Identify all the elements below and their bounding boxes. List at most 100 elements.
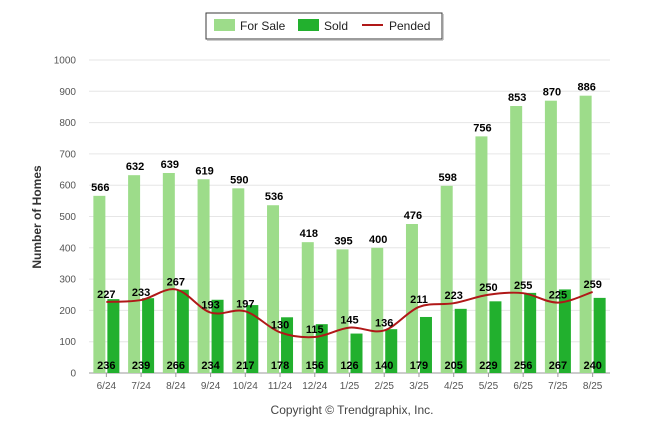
copyright-text: Copyright © Trendgraphix, Inc. [271,403,434,417]
legend-label-sold: Sold [324,19,348,33]
sold-bar [385,329,398,373]
sold-bar [142,298,155,373]
for-sale-value-label: 400 [369,234,387,246]
x-tick-label: 4/25 [444,381,464,392]
x-tick-label: 9/24 [201,381,221,392]
for-sale-value-label: 395 [334,235,352,247]
legend: For Sale Sold Pended [205,12,444,41]
for-sale-bar [544,100,557,373]
x-tick-label: 6/24 [97,381,117,392]
for-sale-bar [510,106,523,374]
for-sale-bar [93,195,106,373]
for-sale-bar [579,95,592,373]
sold-value-label: 234 [201,360,220,372]
pended-value-label: 227 [97,289,115,301]
pended-line-layer [106,288,593,339]
y-tick-label: 1000 [54,56,77,67]
for-sale-bar [162,172,175,373]
x-tick-label: 12/24 [302,381,327,392]
x-tick-label: 10/24 [233,381,258,392]
sold-value-label: 240 [583,360,601,372]
sold-value-label: 140 [375,360,393,372]
x-tick-label: 5/25 [479,381,499,392]
pended-value-label: 211 [410,294,428,306]
y-tick-label: 700 [59,149,76,160]
sold-value-label: 179 [410,360,428,372]
for-sale-bar [475,136,488,373]
sold-bar [107,299,120,373]
x-tick-label: 8/24 [166,381,186,392]
x-tick-label: 2/25 [374,381,394,392]
pended-value-label: 193 [201,300,219,312]
pended-value-label: 255 [514,280,532,292]
for-sale-bar [440,185,453,373]
sold-value-label: 156 [306,360,324,372]
x-tick-label: 3/25 [409,381,429,392]
x-tick-label: 8/25 [583,381,603,392]
sold-value-label: 266 [167,360,185,372]
sold-value-label: 126 [340,360,358,372]
for-sale-value-label: 853 [508,92,526,104]
pended-value-label: 145 [340,315,358,327]
y-tick-label: 0 [70,369,76,380]
sold-bar [489,301,502,373]
x-tick-label: 7/24 [131,381,151,392]
y-tick-label: 600 [59,181,76,192]
y-axis-title: Number of Homes [30,165,44,269]
grid [89,59,610,374]
for-sale-value-label: 870 [543,87,561,99]
sold-bar [246,305,259,373]
sold-bar [419,316,432,373]
y-tick-label: 800 [59,118,76,129]
pended-value-label: 259 [583,279,601,291]
data-labels: 566 236 227 632 239 233 639 266 267 619 234 193 590 2… [91,82,602,372]
y-tick-label: 900 [59,87,76,98]
sold-value-label: 217 [236,360,254,372]
sold-value-label: 229 [479,360,497,372]
sold-bar [281,317,294,373]
for-sale-bar [267,205,280,373]
x-tick-label: 1/25 [340,381,360,392]
sold-bar [350,333,363,373]
sold-bar [211,299,224,373]
for-sale-value-label: 598 [439,172,457,184]
sold-value-label: 267 [549,360,567,372]
sold-value-label: 256 [514,360,532,372]
pended-value-label: 136 [375,317,393,329]
pended-value-label: 130 [271,319,289,331]
x-tick-label: 7/25 [548,381,568,392]
pended-value-label: 197 [236,298,254,310]
for-sale-bar [301,242,314,373]
sold-bar [593,297,606,373]
sold-value-label: 239 [132,360,150,372]
x-tick-label: 6/25 [513,381,533,392]
bars [93,95,606,374]
sold-value-label: 236 [97,360,115,372]
for-sale-value-label: 619 [195,165,213,177]
for-sale-bar [371,247,384,373]
x-axis-ticks: 6/24 7/24 8/24 9/24 10/24 11/24 12/24 1/25 2/25 3… [97,373,603,392]
sold-bar [176,289,189,373]
pended-value-label: 250 [479,282,497,294]
sold-bar [524,292,537,373]
for-sale-value-label: 756 [473,122,491,134]
y-tick-label: 100 [59,337,76,348]
legend-swatch-sold [298,19,319,31]
for-sale-bar [232,188,245,373]
sold-bar [558,289,571,373]
sold-value-label: 178 [271,360,289,372]
legend-swatch-for-sale [214,19,235,31]
legend-frame [205,12,443,40]
y-tick-label: 300 [59,275,76,286]
for-sale-bar [336,249,349,373]
sold-value-label: 205 [445,360,463,372]
for-sale-value-label: 418 [300,228,318,240]
for-sale-value-label: 639 [161,159,179,171]
pended-value-label: 115 [306,324,324,336]
pended-value-label: 267 [167,276,185,288]
for-sale-value-label: 536 [265,191,283,203]
y-tick-label: 200 [59,306,76,317]
pended-value-label: 233 [132,287,150,299]
for-sale-bar [128,175,141,373]
